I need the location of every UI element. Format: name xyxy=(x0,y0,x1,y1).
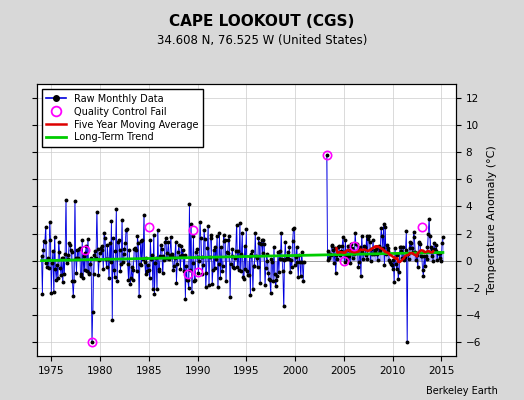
Text: CAPE LOOKOUT (CGS): CAPE LOOKOUT (CGS) xyxy=(169,14,355,29)
Text: 34.608 N, 76.525 W (United States): 34.608 N, 76.525 W (United States) xyxy=(157,34,367,47)
Text: Berkeley Earth: Berkeley Earth xyxy=(426,386,498,396)
Legend: Raw Monthly Data, Quality Control Fail, Five Year Moving Average, Long-Term Tren: Raw Monthly Data, Quality Control Fail, … xyxy=(41,89,203,147)
Y-axis label: Temperature Anomaly (°C): Temperature Anomaly (°C) xyxy=(486,146,497,294)
